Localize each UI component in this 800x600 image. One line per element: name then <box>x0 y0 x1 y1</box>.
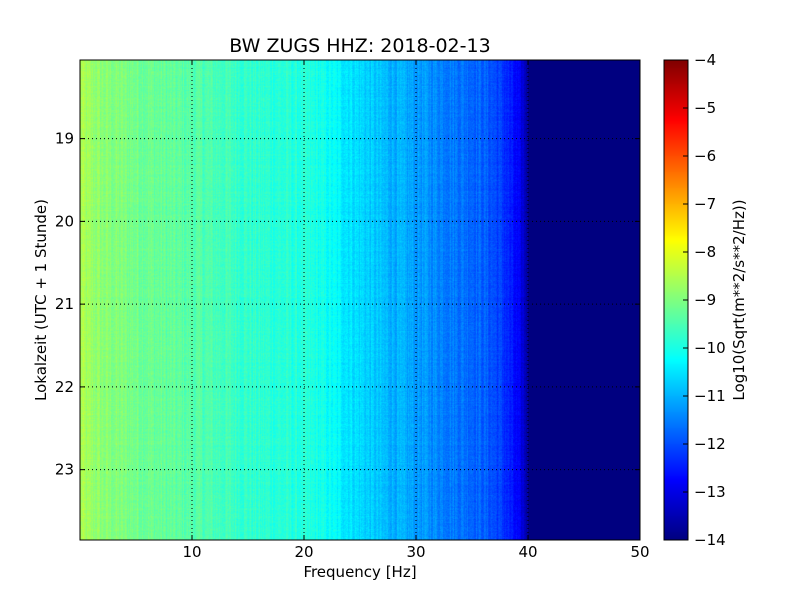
colorbar-tick-label: −6 <box>694 147 716 165</box>
plot-frame <box>79 59 641 541</box>
y-tick-label: 23 <box>55 461 74 479</box>
colorbar-tick-label: −4 <box>694 51 716 69</box>
x-tick-label: 40 <box>518 543 537 561</box>
colorbar-axis: −14 −13 −12 −11 −10 −9 −8 −7 −6 −5 −4 <box>683 51 726 549</box>
y-axis-label: Lokalzeit (UTC + 1 Stunde) <box>32 199 50 401</box>
x-tick-label: 30 <box>406 543 425 561</box>
grid <box>80 60 640 540</box>
y-tick-label: 22 <box>55 378 74 396</box>
colorbar-tick-label: −5 <box>694 99 716 117</box>
heatmap-plot-area <box>79 59 641 541</box>
x-axis-label: Frequency [Hz] <box>303 563 416 581</box>
spectrogram-heatmap <box>80 60 640 540</box>
colorbar-tick-label: −14 <box>694 531 726 549</box>
colorbar-tick-label: −9 <box>694 291 716 309</box>
colorbar-tick-label: −12 <box>694 435 726 453</box>
colorbar-tick-label: −13 <box>694 483 726 501</box>
colorbar-tick-label: −7 <box>694 195 716 213</box>
x-axis: 10 20 30 40 50 <box>182 60 650 561</box>
y-tick-label: 19 <box>55 130 74 148</box>
colorbar-tick-label: −10 <box>694 339 726 357</box>
chart-title: BW ZUGS HHZ: 2018-02-13 <box>229 35 490 57</box>
x-tick-label: 50 <box>630 543 649 561</box>
x-tick-label: 20 <box>294 543 313 561</box>
colorbar-tick-label: −8 <box>694 243 716 261</box>
colorbar-label: Log10(Sqrt(m**2/s**2/Hz)) <box>730 199 748 400</box>
colorbar: −14 −13 −12 −11 −10 −9 −8 −7 −6 −5 −4 <box>663 51 726 549</box>
y-tick-label: 21 <box>55 295 74 313</box>
colorbar-tick-label: −11 <box>694 387 726 405</box>
y-axis: 19 20 21 22 23 <box>55 130 640 479</box>
x-tick-label: 10 <box>182 543 201 561</box>
y-tick-label: 20 <box>55 212 74 230</box>
